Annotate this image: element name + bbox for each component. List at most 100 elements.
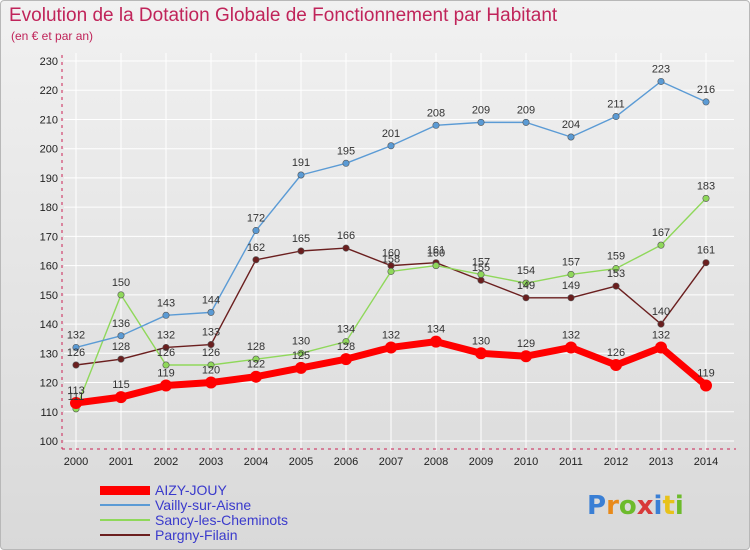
- logo-letter: t: [662, 491, 675, 521]
- y-tick-label: 180: [40, 202, 58, 214]
- data-label: 149: [517, 280, 535, 292]
- data-point: [700, 379, 712, 392]
- data-label: 111: [68, 391, 85, 403]
- data-label: 144: [202, 294, 220, 306]
- data-point: [475, 347, 487, 360]
- data-point: [657, 77, 665, 85]
- data-label: 150: [112, 277, 130, 289]
- data-point: [612, 113, 620, 121]
- data-label: 125: [292, 350, 310, 362]
- data-label: 172: [247, 213, 265, 225]
- data-label: 128: [247, 341, 265, 353]
- data-point: [295, 361, 307, 374]
- data-label: 155: [472, 262, 490, 274]
- data-point: [655, 341, 667, 354]
- legend-swatch: [100, 485, 150, 495]
- x-tick-label: 2010: [514, 456, 538, 468]
- data-label: 157: [472, 256, 490, 268]
- data-point: [342, 159, 350, 167]
- data-point: [702, 98, 710, 106]
- y-tick-label: 140: [40, 319, 58, 331]
- legend-label: Vailly-sur-Aisne: [155, 497, 252, 513]
- x-tick-label: 2002: [154, 456, 178, 468]
- data-point: [430, 335, 442, 348]
- data-point: [702, 194, 710, 202]
- data-point: [520, 350, 532, 363]
- data-point: [72, 361, 80, 369]
- legend-label: Pargny-Filain: [155, 527, 238, 543]
- data-point: [342, 244, 350, 252]
- legend-label: Sancy-les-Cheminots: [155, 512, 289, 528]
- data-label: 128: [337, 341, 355, 353]
- data-label: 154: [517, 265, 535, 277]
- y-tick-label: 150: [40, 290, 58, 302]
- data-label: 130: [472, 335, 490, 347]
- data-label: 129: [517, 338, 535, 350]
- data-point: [432, 262, 440, 270]
- data-point: [117, 332, 125, 340]
- data-point: [205, 376, 217, 389]
- data-label: 119: [157, 367, 175, 379]
- data-point: [522, 294, 530, 302]
- data-point: [72, 343, 80, 351]
- data-label: 122: [247, 359, 265, 371]
- y-tick-label: 160: [40, 261, 58, 273]
- data-point: [115, 391, 127, 404]
- data-point: [702, 259, 710, 267]
- logo-letter: i: [653, 491, 663, 521]
- legend-label: AIZY-JOUY: [155, 482, 227, 498]
- y-tick-label: 100: [40, 436, 58, 448]
- data-label: 159: [607, 251, 625, 263]
- data-point: [162, 343, 170, 351]
- data-point: [207, 361, 215, 369]
- data-label: 160: [427, 248, 445, 260]
- x-tick-label: 2009: [469, 456, 493, 468]
- x-tick-label: 2004: [244, 456, 268, 468]
- x-tick-label: 2013: [649, 456, 673, 468]
- data-label: 132: [652, 329, 670, 341]
- data-label: 211: [607, 99, 625, 111]
- data-label: 216: [697, 84, 715, 96]
- data-point: [657, 241, 665, 249]
- data-point: [567, 294, 575, 302]
- data-point: [385, 341, 397, 354]
- legend-swatch: [100, 519, 150, 521]
- data-label: 162: [247, 242, 265, 254]
- data-label: 166: [337, 230, 355, 242]
- x-tick-label: 2006: [334, 456, 358, 468]
- data-point: [297, 171, 305, 179]
- data-point: [162, 311, 170, 319]
- logo-letter: P: [587, 491, 607, 521]
- data-point: [117, 291, 125, 299]
- data-point: [70, 397, 82, 409]
- y-tick-label: 130: [40, 348, 58, 360]
- series-points: [70, 77, 712, 413]
- data-label: 136: [112, 318, 130, 330]
- data-point: [612, 282, 620, 290]
- chart-subtitle: (en € et par an): [11, 29, 94, 43]
- data-point: [207, 308, 215, 316]
- logo-letter: x: [636, 491, 654, 521]
- proxiti-logo: Proxiti: [587, 491, 684, 521]
- data-label: 130: [292, 335, 310, 347]
- data-label: 120: [202, 365, 220, 377]
- data-point: [250, 370, 262, 383]
- y-tick-label: 190: [40, 173, 58, 185]
- data-label: 157: [562, 256, 580, 268]
- data-point: [612, 265, 620, 273]
- x-tick-label: 2014: [694, 456, 718, 468]
- data-label: 143: [157, 297, 175, 309]
- data-point: [522, 118, 530, 126]
- data-label: 126: [67, 347, 85, 359]
- data-point: [567, 270, 575, 278]
- x-tick-label: 2007: [379, 456, 403, 468]
- legend-swatch: [100, 504, 150, 506]
- x-tick-label: 2011: [559, 456, 583, 468]
- data-point: [252, 355, 260, 363]
- data-label: 201: [382, 128, 400, 140]
- data-point: [477, 118, 485, 126]
- data-label: 167: [652, 227, 670, 239]
- data-point: [297, 247, 305, 255]
